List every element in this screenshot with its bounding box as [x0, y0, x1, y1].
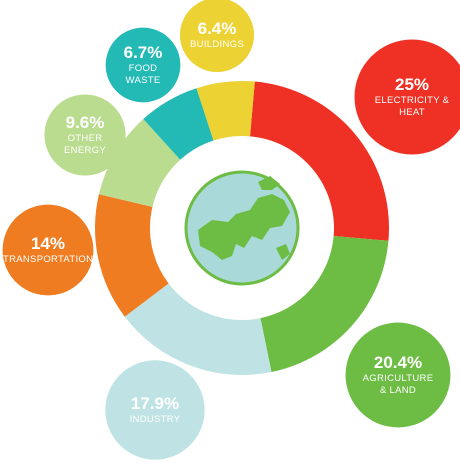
globe-land	[258, 176, 280, 190]
globe-land	[198, 194, 290, 260]
bubble	[345, 322, 451, 428]
bubble	[354, 39, 460, 155]
donut-slice	[260, 236, 389, 373]
category-label: AGRICULTURE & LAND	[362, 373, 434, 396]
donut-slice	[196, 81, 255, 141]
donut-slice	[250, 81, 389, 241]
bubble	[44, 94, 126, 176]
globe	[184, 170, 300, 286]
category-label: OTHER ENERGY	[64, 133, 106, 156]
percent-label: 6.4%	[197, 19, 237, 38]
percent-label: 20.4%	[373, 353, 423, 372]
bubble	[105, 27, 181, 103]
category-label: FOOD WASTE	[125, 63, 161, 86]
bubble	[105, 360, 205, 460]
percent-label: 9.6%	[65, 113, 105, 132]
bubble-label: 6.4% BUILDINGS	[177, 19, 257, 51]
donut-slice	[143, 88, 214, 160]
bubble-label: 17.9% INDUSTRY	[115, 394, 195, 426]
bubble-label: 14% TRANSPORTATION	[3, 234, 93, 266]
bubble-label: 9.6% OTHER ENERGY	[45, 113, 125, 157]
percent-label: 6.7%	[123, 43, 163, 62]
category-label: TRANSPORTATION	[3, 254, 94, 265]
donut-slice	[98, 119, 181, 207]
category-label: ELECTRICITY & HEAT	[374, 95, 450, 118]
globe-land	[276, 244, 290, 260]
bubble-label: 6.7% FOOD WASTE	[103, 43, 183, 87]
category-label: INDUSTRY	[129, 414, 181, 425]
percent-label: 17.9%	[130, 394, 180, 413]
percent-label: 14%	[30, 234, 66, 253]
category-label: BUILDINGS	[190, 39, 244, 50]
bubble	[179, 0, 255, 73]
bubble	[2, 204, 94, 296]
donut-slice	[124, 283, 272, 375]
percent-label: 25%	[394, 75, 430, 94]
bubble-label: 20.4% AGRICULTURE & LAND	[358, 353, 438, 397]
bubble-label: 25% ELECTRICITY & HEAT	[372, 75, 452, 119]
donut-slice	[95, 194, 169, 317]
